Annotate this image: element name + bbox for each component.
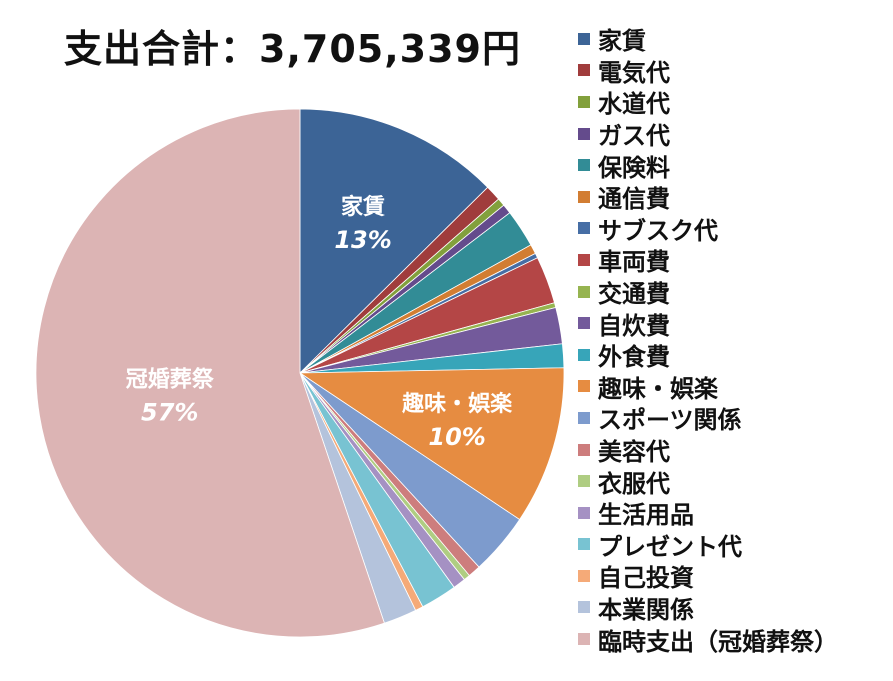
legend-item: プレゼント代 (578, 529, 838, 561)
legend-swatch (578, 317, 590, 330)
legend-label: スポーツ関係 (598, 406, 742, 435)
legend-swatch (578, 222, 590, 235)
data-label-value-1: 10% (428, 423, 485, 451)
legend-label: 生活用品 (598, 501, 694, 530)
legend-item: 臨時支出（冠婚葬祭） (578, 623, 838, 656)
legend-item: 電気代 (578, 55, 838, 87)
legend-label: 自己投資 (598, 564, 694, 593)
legend-swatch (578, 348, 590, 361)
legend-item: 家賃 (578, 23, 838, 55)
legend-label: 水道代 (598, 90, 670, 119)
legend-swatch (578, 253, 590, 266)
legend-label: 電気代 (598, 58, 670, 87)
legend-label: 美容代 (598, 438, 670, 467)
chart-title: 支出合計：3,705,339円 (64, 27, 521, 71)
data-label-value-0: 13% (334, 226, 391, 254)
legend-label: 衣服代 (598, 469, 670, 498)
legend-item: 衣服代 (578, 465, 838, 498)
legend-label: プレゼント代 (598, 532, 742, 561)
legend-swatch (578, 443, 590, 456)
legend-item: 外食費 (578, 339, 838, 371)
legend-item: 通信費 (578, 181, 838, 213)
pie-slice-19 (35, 108, 385, 638)
legend-swatch (578, 569, 590, 582)
legend-swatch (578, 411, 590, 424)
legend-label: サブスク代 (598, 216, 718, 245)
legend-item: 交通費 (578, 276, 838, 308)
legend-swatch (578, 127, 590, 140)
legend-item: 保険料 (578, 149, 838, 182)
legend-item: ガス代 (578, 118, 838, 150)
legend-item: 車両費 (578, 244, 838, 276)
data-label-name-1: 趣味・娯楽 (401, 391, 513, 417)
data-label-value-2: 57% (141, 398, 198, 426)
pie-slice-0 (299, 108, 489, 374)
data-label-name-0: 家賃 (341, 194, 385, 220)
legend-label: 家賃 (598, 27, 646, 56)
legend-label: ガス代 (598, 122, 670, 151)
legend-label: 交通費 (598, 280, 670, 309)
legend-swatch (578, 538, 590, 551)
legend-label: 自炊費 (598, 311, 670, 340)
legend-swatch (578, 285, 590, 298)
legend-item: 自炊費 (578, 307, 838, 340)
legend-label: 車両費 (598, 248, 670, 277)
data-label-name-2: 冠婚葬祭 (126, 366, 215, 392)
legend-swatch (578, 380, 590, 393)
chart-legend: 家賃 電気代水道代ガス代 保険料通信費 サブスク代車両費交通費 自炊費外食費 趣味・娯楽ス… (578, 23, 838, 656)
legend-item: 美容代 (578, 434, 838, 466)
legend-label: 臨時支出（冠婚葬祭） (598, 627, 838, 656)
legend-swatch (578, 601, 590, 614)
legend-label: 本業関係 (598, 595, 694, 624)
legend-item: 自己投資 (578, 560, 838, 592)
legend-item: 本業関係 (578, 592, 838, 624)
legend-label: 趣味・娯楽 (598, 374, 718, 403)
legend-item: サブスク代 (578, 213, 838, 245)
legend-label: 外食費 (598, 343, 670, 372)
legend-swatch (578, 159, 590, 172)
legend-item: 水道代 (578, 86, 838, 118)
legend-swatch (578, 95, 590, 108)
legend-label: 通信費 (598, 185, 670, 214)
legend-swatch (578, 475, 590, 488)
legend-swatch (578, 64, 590, 77)
legend-item: 生活用品 (578, 497, 838, 529)
legend-swatch (578, 190, 590, 203)
legend-item: 趣味・娯楽 (578, 371, 838, 403)
legend-label: 保険料 (598, 153, 670, 182)
pie-slice-11 (298, 367, 565, 521)
legend-swatch (578, 633, 590, 646)
legend-item: スポーツ関係 (578, 402, 838, 434)
legend-swatch (578, 506, 590, 519)
legend-swatch (578, 32, 590, 45)
